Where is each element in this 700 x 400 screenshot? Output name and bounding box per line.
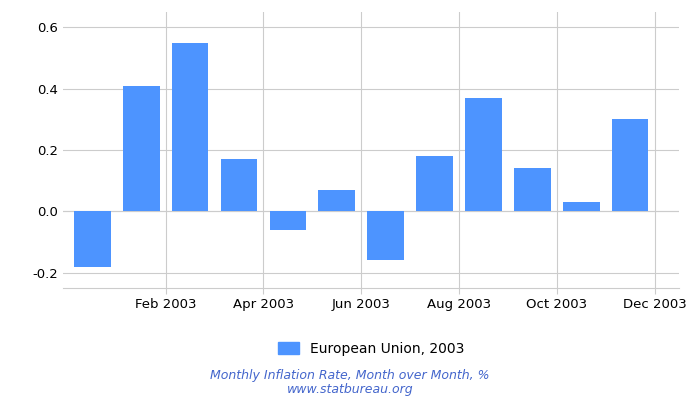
Bar — [172, 43, 209, 211]
Text: Monthly Inflation Rate, Month over Month, %: Monthly Inflation Rate, Month over Month… — [210, 370, 490, 382]
Bar — [318, 190, 355, 211]
Bar — [270, 211, 306, 230]
Text: www.statbureau.org: www.statbureau.org — [287, 384, 413, 396]
Bar — [514, 168, 551, 211]
Bar — [368, 211, 404, 260]
Bar — [416, 156, 453, 211]
Bar — [74, 211, 111, 266]
Bar — [465, 98, 502, 211]
Bar — [220, 159, 258, 211]
Bar — [612, 119, 648, 211]
Bar — [563, 202, 600, 211]
Bar — [123, 86, 160, 211]
Legend: European Union, 2003: European Union, 2003 — [272, 336, 470, 362]
